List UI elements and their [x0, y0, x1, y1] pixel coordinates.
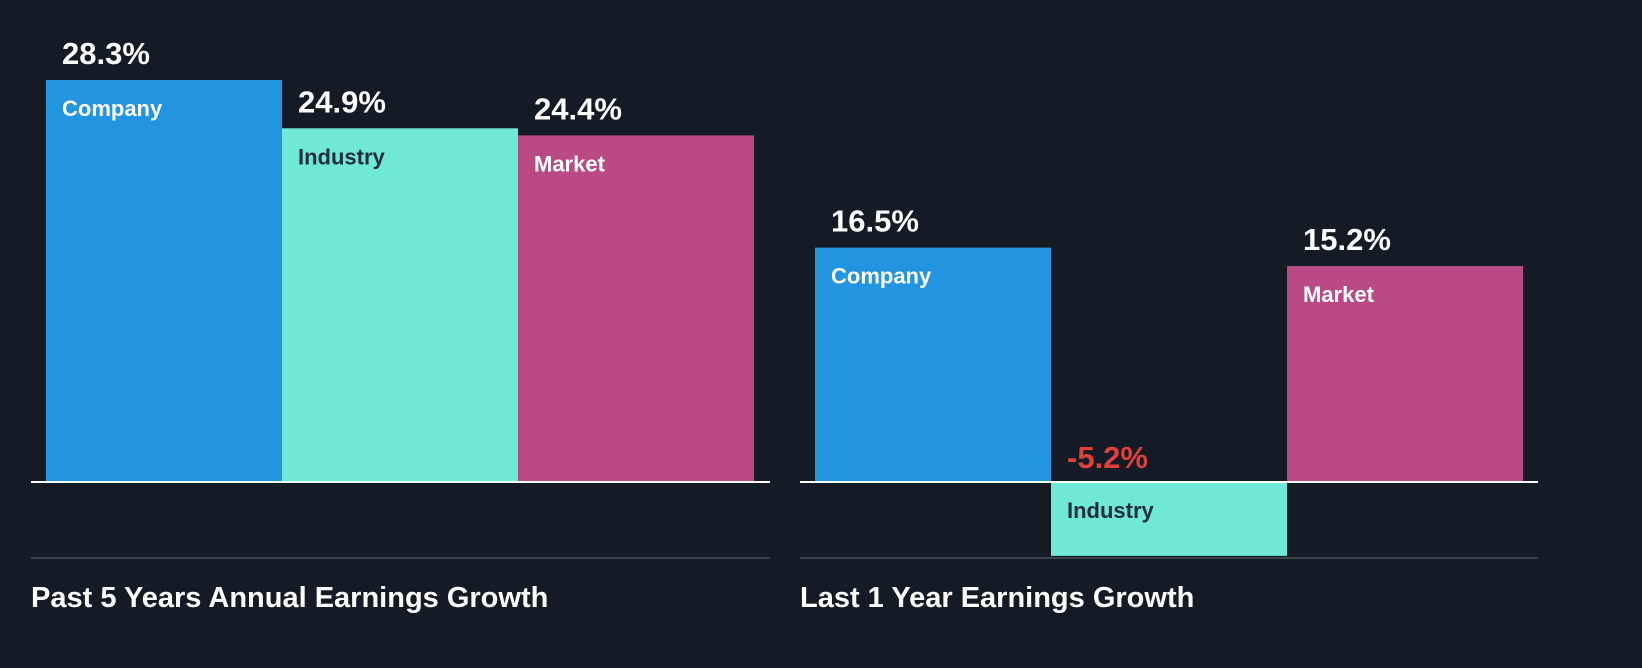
- value-label-industry: -5.2%: [1067, 440, 1148, 475]
- category-label-market: Market: [1303, 282, 1375, 307]
- chart-title: Past 5 Years Annual Earnings Growth: [31, 582, 548, 614]
- value-label-market: 24.4%: [534, 91, 622, 126]
- category-label-industry: Industry: [298, 144, 386, 169]
- value-label-market: 15.2%: [1303, 222, 1391, 257]
- category-label-industry: Industry: [1067, 498, 1155, 523]
- category-label-company: Company: [831, 264, 932, 289]
- value-label-company: 16.5%: [831, 204, 919, 239]
- category-label-company: Company: [62, 96, 163, 121]
- chart-panel-last-1-year: 16.5% Company -5.2% Industry 15.2% Market Last…: [800, 204, 1538, 614]
- bar-company: [815, 247, 1051, 482]
- bar-market: [518, 135, 754, 482]
- bar-company: [46, 80, 282, 482]
- value-label-industry: 24.9%: [298, 84, 386, 119]
- category-label-market: Market: [534, 151, 606, 176]
- bar-industry: [1051, 482, 1287, 556]
- chart-panel-past-5-years: 28.3% Company 24.9% Industry 24.4% Market Past…: [31, 36, 770, 614]
- value-label-company: 28.3%: [62, 36, 150, 71]
- bar-market: [1287, 266, 1523, 482]
- bar-industry: [282, 128, 518, 482]
- chart-title: Last 1 Year Earnings Growth: [800, 582, 1194, 614]
